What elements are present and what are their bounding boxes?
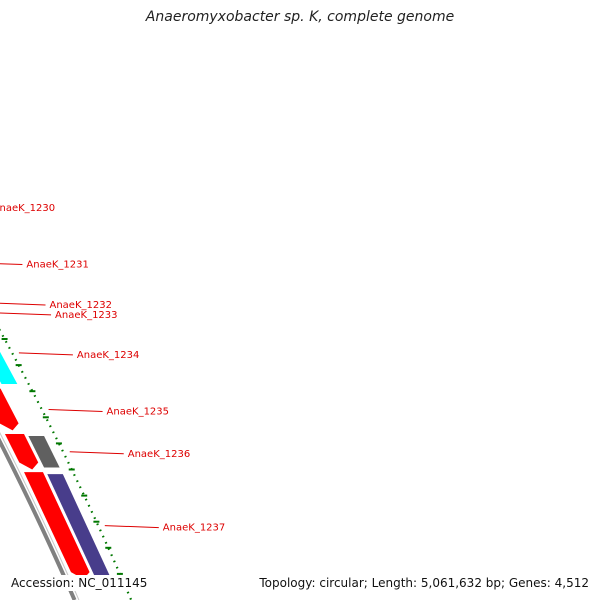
backbone-inner-line (0, 432, 80, 600)
gene-label: AnaeK_1231 (26, 260, 88, 271)
gene-leader-line (18, 352, 73, 356)
gene-label: AnaeK_1235 (107, 406, 169, 417)
gene-arrow (0, 388, 19, 431)
gene-arrow (4, 434, 39, 470)
gene-label: AnaeK_1230 (0, 203, 55, 214)
gene-leader-line (48, 408, 103, 412)
gene-arrow (24, 472, 90, 580)
topology-text: Topology: circular; Length: 5,061,632 bp… (256, 575, 592, 591)
gene-leader-line (104, 525, 159, 529)
backbone-line (0, 437, 77, 600)
cog-band (0, 351, 18, 384)
gene-label: AnaeK_1233 (55, 310, 117, 321)
gene-label: AnaeK_1234 (77, 350, 139, 361)
gene-leader-line (0, 302, 46, 306)
gene-leader-line (0, 263, 23, 266)
accession-text: Accession: NC_011145 (9, 575, 150, 591)
cog-band (47, 474, 111, 578)
gene-label: AnaeK_1237 (163, 523, 225, 534)
gene-leader-line (69, 451, 124, 455)
gene-label: AnaeK_1236 (128, 449, 190, 460)
map-title: Anaeromyxobacter sp. K, complete genome (145, 9, 455, 25)
gene-leader-line (0, 312, 52, 316)
cog-band (28, 436, 60, 468)
gene-label: AnaeK_1232 (50, 300, 112, 311)
